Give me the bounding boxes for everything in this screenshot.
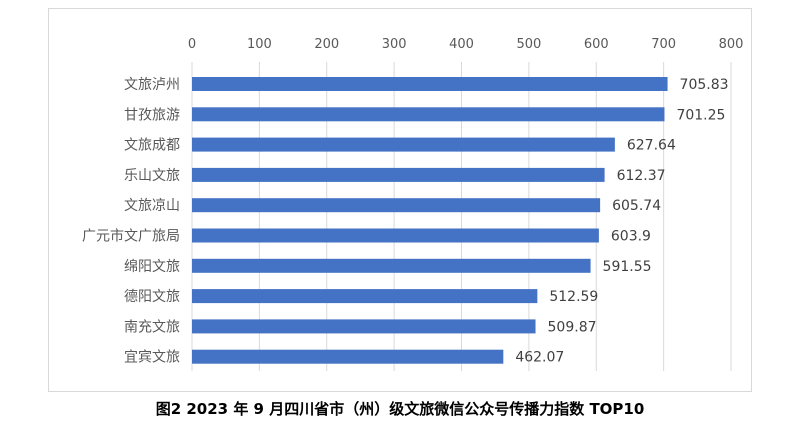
bar <box>192 137 615 152</box>
bar <box>192 258 591 273</box>
x-tick-label: 0 <box>188 37 196 52</box>
bar <box>192 349 504 364</box>
x-tick-label: 300 <box>382 37 407 52</box>
category-label: 南充文旅 <box>124 319 180 335</box>
figure-caption: 图2 2023 年 9 月四川省市（州）级文旅微信公众号传播力指数 TOP10 <box>155 400 645 418</box>
bar <box>192 77 668 91</box>
category-label: 德阳文旅 <box>124 289 180 305</box>
x-tick-label: 500 <box>516 37 541 52</box>
category-label: 宜宾文旅 <box>124 350 180 366</box>
bar <box>192 198 601 213</box>
category-label: 文旅凉山 <box>124 198 180 214</box>
x-tick-label: 200 <box>314 37 339 52</box>
x-tick-label: 400 <box>449 37 474 52</box>
bar <box>192 167 605 182</box>
x-tick-label: 700 <box>651 37 676 52</box>
data-label: 512.59 <box>549 289 598 305</box>
x-tick-label: 100 <box>247 37 272 52</box>
bar <box>192 319 536 334</box>
x-tick-label: 600 <box>584 37 609 52</box>
x-tick-label: 800 <box>719 37 744 52</box>
data-label: 509.87 <box>548 319 597 335</box>
category-label: 文旅成都 <box>124 138 180 154</box>
data-label: 705.83 <box>680 77 729 93</box>
data-label: 462.07 <box>515 350 564 366</box>
chart-frame: 0 100 200 300 400 500 600 700 800 文旅泸州 705.83 甘孜旅游 7… <box>48 8 752 392</box>
data-label: 605.74 <box>612 198 661 214</box>
category-label: 广元市文广旅局 <box>82 228 180 245</box>
category-label: 绵阳文旅 <box>124 258 180 275</box>
category-label: 文旅泸州 <box>124 77 180 93</box>
bar-chart: 0 100 200 300 400 500 600 700 800 文旅泸州 705.83 甘孜旅游 7… <box>82 37 744 371</box>
data-label: 591.55 <box>603 259 652 275</box>
data-label: 612.37 <box>617 168 666 184</box>
bar <box>192 289 538 304</box>
bar <box>192 228 599 243</box>
data-label: 603.9 <box>611 229 651 245</box>
bar <box>192 107 665 122</box>
category-label: 乐山文旅 <box>124 168 180 184</box>
data-label: 627.64 <box>627 138 676 154</box>
category-label: 甘孜旅游 <box>124 107 180 123</box>
data-label: 701.25 <box>676 107 725 123</box>
